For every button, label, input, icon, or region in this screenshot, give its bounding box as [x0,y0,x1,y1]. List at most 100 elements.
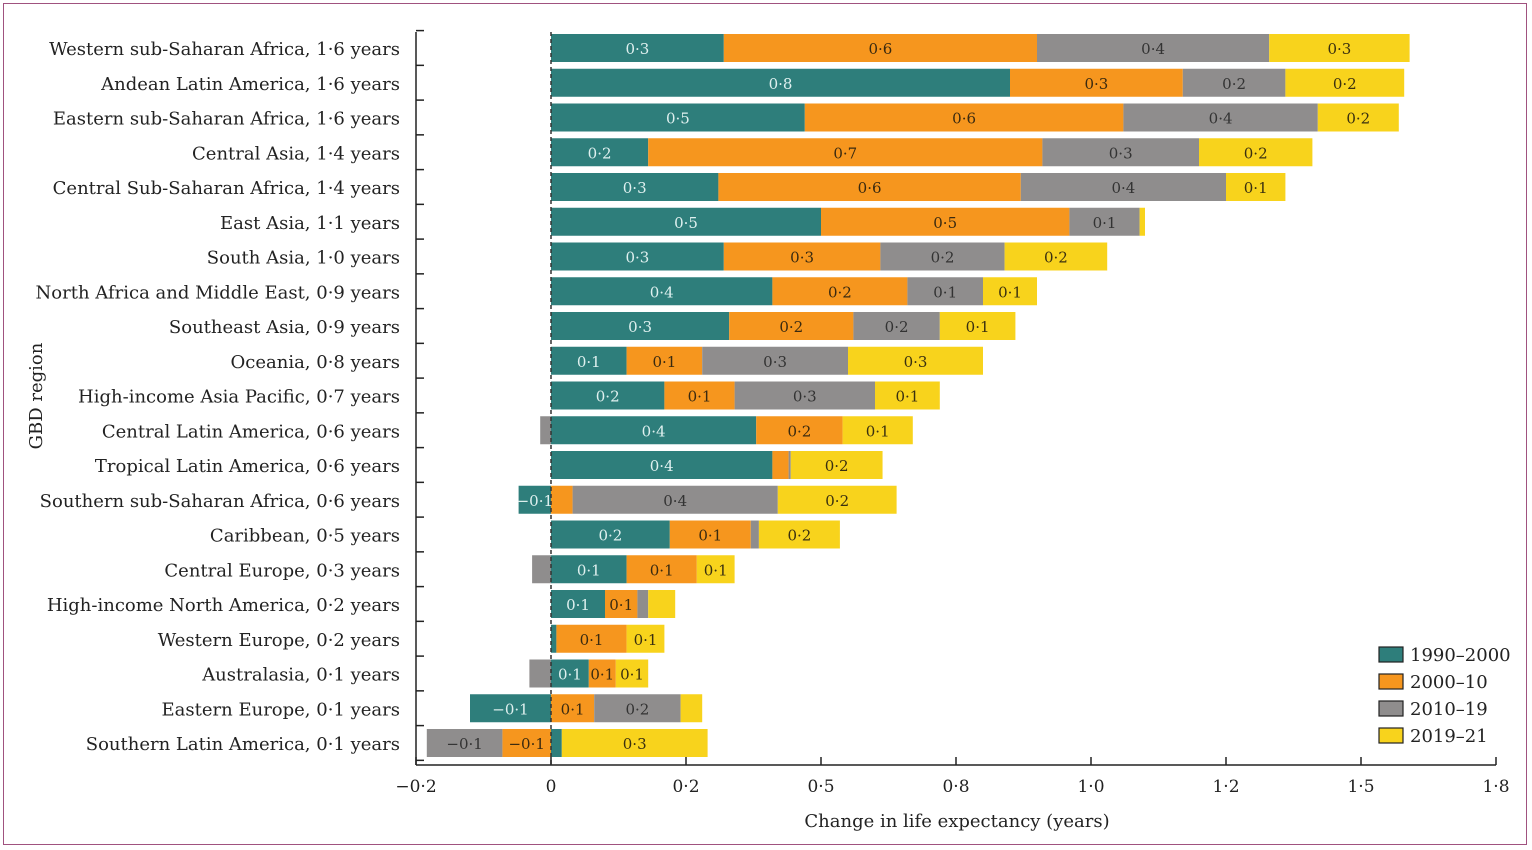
bar-segment [880,242,1005,271]
y-tick-label: Central Asia, 1·4 years [192,143,400,164]
bar-segment [551,207,821,236]
data-label: 0·4 [1111,179,1135,197]
bar-segment [777,485,897,514]
data-label: 0·1 [998,283,1022,301]
bar-segment [734,381,875,410]
data-label: 0·3 [623,179,647,197]
bar-segment [561,729,708,757]
bar-segment [939,312,1016,340]
bar-segment [842,416,913,445]
bar-segment [551,555,627,584]
data-label: −0·1 [508,735,544,753]
data-label: 0·5 [933,214,957,232]
y-tick-label: South Asia, 1·0 years [207,248,400,269]
bar-segment [983,277,1037,306]
bar-segment [551,242,724,271]
y-tick-label: Australasia, 0·1 years [201,665,400,686]
bar-segment [540,416,551,445]
data-label: 0·3 [1109,144,1133,162]
x-tick-label: 0·2 [672,777,699,797]
bar-segment [551,451,773,479]
bar-segment [1317,103,1399,132]
legend-label: 2000–10 [1410,672,1488,693]
bar-segment [551,173,719,201]
data-label: 0·3 [1327,40,1351,58]
bar-segment [626,346,703,375]
bar-segment [551,416,757,445]
data-label: 0·2 [598,527,622,545]
data-label: 0·2 [1244,144,1268,162]
bar-segment [605,590,638,618]
data-label: 0·1 [634,631,658,649]
bar-segment [426,729,503,757]
y-tick-label: Western Europe, 0·2 years [158,630,400,651]
bar-segment [1010,68,1183,97]
data-label: 0·1 [561,700,585,718]
data-label: 0·2 [885,318,909,336]
y-axis-label: GBD region [26,342,47,449]
legend-label: 2010–19 [1410,699,1488,720]
bar-segment [1020,173,1226,201]
data-label: 0·2 [931,249,955,267]
data-label: 0·2 [1222,75,1246,93]
bar-segment [821,207,1070,236]
data-label: 0·2 [825,492,849,510]
data-label: 0·5 [674,214,698,232]
data-label: 0·3 [625,40,649,58]
data-label: 0·1 [650,561,674,579]
y-tick-label: Caribbean, 0·5 years [210,526,400,547]
data-label: 0·1 [620,666,644,684]
bar-segment [551,103,805,132]
bar-segment [669,520,751,549]
x-axis-label: Change in life expectancy (years) [804,811,1109,832]
y-tick-label: Central Sub-Saharan Africa, 1·4 years [53,178,400,199]
bar-segment [875,381,940,410]
data-label: 0·1 [688,388,712,406]
bar-segment [790,451,883,479]
y-tick-label: Tropical Latin America, 0·6 years [95,456,400,477]
bar-segment [1123,103,1318,132]
data-label: 0·2 [787,422,811,440]
data-label: 0·2 [779,318,803,336]
x-tick-label: 1·2 [1212,777,1239,797]
y-tick-label: Eastern sub-Saharan Africa, 1·6 years [53,109,400,130]
y-tick-label: Southern Latin America, 0·1 years [86,734,400,755]
bar-segment [723,242,881,271]
bar-segment [556,624,627,653]
legend-swatch [1378,673,1404,690]
bar-segment [551,694,595,723]
data-label: 0·4 [663,492,687,510]
data-label: 0·1 [866,422,890,440]
bar-segment [551,590,605,618]
bar-segment [518,485,551,514]
data-label: 0·1 [1244,179,1268,197]
bar-segment [551,729,562,757]
data-label: 0·6 [868,40,892,58]
bar-segment [551,277,773,306]
bar-segment [626,624,665,653]
bar-segment [772,451,789,479]
x-tick-label: 0 [546,777,557,797]
data-label: 0·3 [790,249,814,267]
bar-segment [729,312,854,340]
y-tick-label: Oceania, 0·8 years [231,352,401,373]
bar-segment [551,312,730,340]
bar-segment [551,34,724,62]
data-label: 0·4 [650,457,674,475]
data-label: 0·1 [704,561,728,579]
data-label: 0·1 [577,561,601,579]
bar-segment [696,555,735,584]
legend-label: 1990–2000 [1410,645,1511,666]
x-tick-label: 0·5 [807,777,834,797]
legend-swatch [1378,646,1404,663]
bar-segment [588,659,616,688]
data-label: 0·1 [698,527,722,545]
data-label: 0·1 [558,666,582,684]
bar-segment [680,694,703,723]
bar-segment [529,659,551,688]
data-label: 0·1 [566,596,590,614]
bar-segment [1004,242,1108,271]
x-tick-label: 0·8 [942,777,969,797]
x-tick-label: 1·0 [1077,777,1104,797]
data-label: 0·2 [596,388,620,406]
